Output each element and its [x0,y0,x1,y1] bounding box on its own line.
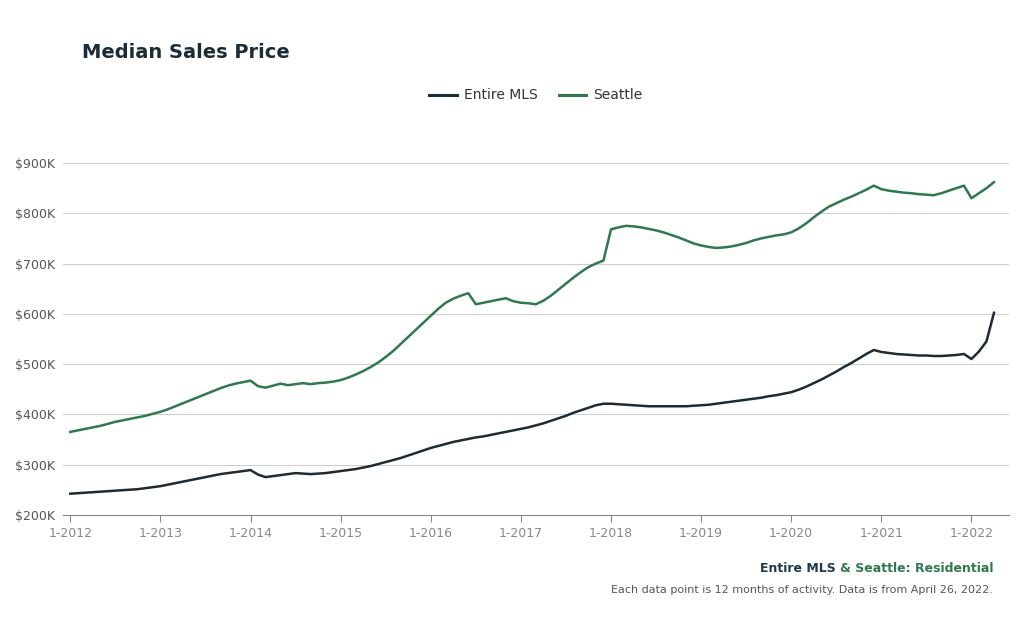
Text: & Seattle: Residential: & Seattle: Residential [840,562,993,575]
Text: Each data point is 12 months of activity. Data is from April 26, 2022.: Each data point is 12 months of activity… [611,586,993,595]
Text: Entire MLS: Entire MLS [760,562,840,575]
Legend: Entire MLS, Seattle: Entire MLS, Seattle [424,83,648,108]
Text: Median Sales Price: Median Sales Price [82,43,290,62]
